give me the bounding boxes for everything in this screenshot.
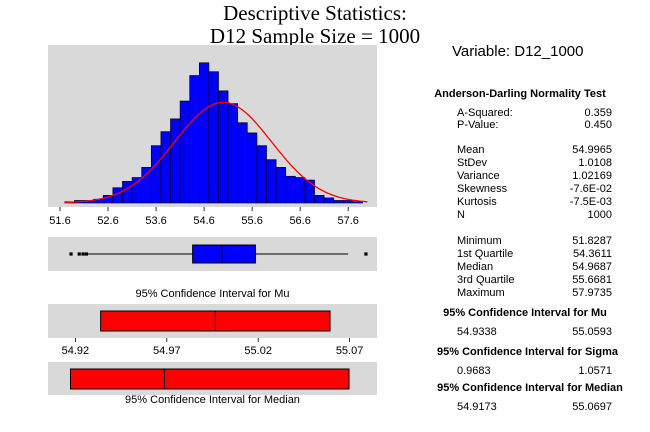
histogram-bar: [285, 175, 296, 204]
histogram-tick-label: 55.6: [241, 215, 262, 227]
histogram-bar: [237, 122, 248, 204]
stat-label-minimum: Minimum: [457, 235, 502, 247]
ci-mu-low: 54.9338: [457, 326, 497, 338]
stat-value-kurtosis: -7.5E-03: [569, 196, 612, 208]
boxplot-outlier: [364, 252, 368, 256]
stat-label-stdev: StDev: [457, 157, 487, 169]
ci-median-heading: 95% Confidence Interval for Median: [437, 382, 623, 394]
stat-value-a-squared: 0.359: [584, 107, 612, 119]
histogram-bar: [275, 167, 287, 204]
histogram-tick-label: 54.6: [193, 215, 214, 227]
histogram-tick-label: 52.6: [97, 215, 118, 227]
histogram-bar: [247, 132, 258, 204]
ci-x-ticks: 54.92 54.97 55.02 55.07: [62, 338, 364, 357]
histogram-x-ticks: 51.6 52.6 53.6 54.6 55.6 56.6 57.6: [49, 207, 359, 227]
histogram-bar: [208, 71, 219, 204]
histogram-bar: [343, 200, 354, 204]
normal-curve: [64, 101, 368, 204]
ci-mu-high: 55.0593: [572, 326, 612, 338]
stat-label-variance: Variance: [457, 170, 500, 182]
ci-tick-label: 55.07: [336, 345, 364, 357]
chart-title-line2: D12 Sample Size = 1000: [209, 24, 421, 48]
variable-label: Variable: D12_1000: [452, 43, 584, 60]
histogram-bar: [122, 181, 133, 204]
histogram-bar: [131, 177, 142, 204]
histogram-bar: [304, 179, 315, 204]
ci-sigma-heading: 95% Confidence Interval for Sigma: [437, 346, 618, 358]
histogram-bar: [227, 103, 239, 204]
ci-mu-caption: 95% Confidence Interval for Mu: [135, 288, 290, 300]
boxplot-outlier: [81, 252, 85, 256]
stat-value-variance: 1.02169: [572, 170, 612, 182]
ci-tick-label: 54.92: [62, 345, 90, 357]
histogram-bar: [295, 177, 306, 204]
histogram-bar: [189, 75, 200, 204]
stat-value-q3: 55.6681: [572, 274, 612, 286]
stat-label-a-squared: A-Squared:: [457, 107, 513, 119]
histogram-bar: [179, 100, 190, 204]
stat-label-kurtosis: Kurtosis: [457, 196, 497, 208]
ad-test-heading: Anderson-Darling Normality Test: [434, 88, 606, 100]
stat-label-median: Median: [457, 261, 494, 273]
ci-tick-label: 54.97: [153, 345, 181, 357]
stat-value-p-value: 0.450: [584, 119, 612, 131]
stat-label-q1: 1st Quartile: [457, 248, 514, 260]
histogram-bar: [150, 145, 162, 204]
histogram-tick-label: 56.6: [289, 215, 310, 227]
ci-sigma-high: 1.0571: [578, 365, 612, 377]
stat-label-maximum: Maximum: [457, 287, 505, 299]
histogram-bar: [266, 159, 277, 204]
boxplot-outlier: [69, 252, 73, 256]
ci-tick-label: 55.02: [244, 345, 272, 357]
stat-value-stdev: 1.0108: [578, 157, 612, 169]
histogram-tick-label: 51.6: [49, 215, 70, 227]
histogram-bar: [170, 118, 181, 204]
histogram-tick-label: 57.6: [337, 215, 358, 227]
histogram-bar: [256, 145, 267, 204]
boxplot-box: [192, 244, 256, 264]
ci-median-high: 55.0697: [572, 401, 612, 413]
histogram-bar: [323, 197, 335, 204]
stat-value-maximum: 57.9735: [572, 287, 612, 299]
histogram-bar: [333, 200, 344, 204]
histogram-bar: [314, 195, 325, 204]
ci-mu-heading: 95% Confidence Interval for Mu: [443, 307, 607, 319]
stat-label-skewness: Skewness: [457, 183, 508, 195]
stat-value-minimum: 51.8287: [572, 235, 612, 247]
histogram-bar: [160, 131, 171, 204]
ci-bar: [69, 368, 350, 390]
boxplot-outlier: [84, 252, 89, 256]
chart-title-line1: Descriptive Statistics:: [223, 1, 407, 25]
ci-mu-interval: [100, 310, 331, 332]
ci-median-low: 54.9173: [457, 401, 497, 413]
boxplot-outlier: [77, 252, 81, 256]
ci-median-interval: [69, 368, 350, 390]
stat-value-skewness: -7.6E-02: [569, 183, 612, 195]
histogram-bar: [352, 201, 363, 204]
histogram-bar: [218, 90, 229, 204]
stat-value-median: 54.9687: [572, 261, 612, 273]
stat-label-p-value: P-Value:: [457, 119, 499, 131]
stat-label-mean: Mean: [457, 144, 485, 156]
stat-value-mean: 54.9965: [572, 144, 612, 156]
ci-median-caption: 95% Confidence Interval for Median: [125, 394, 300, 406]
stat-value-q1: 54.3611: [573, 248, 612, 260]
histogram-bar: [198, 62, 210, 204]
boxplot: [69, 244, 368, 264]
ci-sigma-low: 0.9683: [457, 365, 491, 377]
stat-label-q3: 3rd Quartile: [457, 274, 515, 286]
histogram-bar: [141, 167, 152, 204]
histogram-tick-label: 53.6: [145, 215, 166, 227]
stat-value-n: 1000: [587, 209, 612, 221]
stat-label-n: N: [457, 209, 465, 221]
